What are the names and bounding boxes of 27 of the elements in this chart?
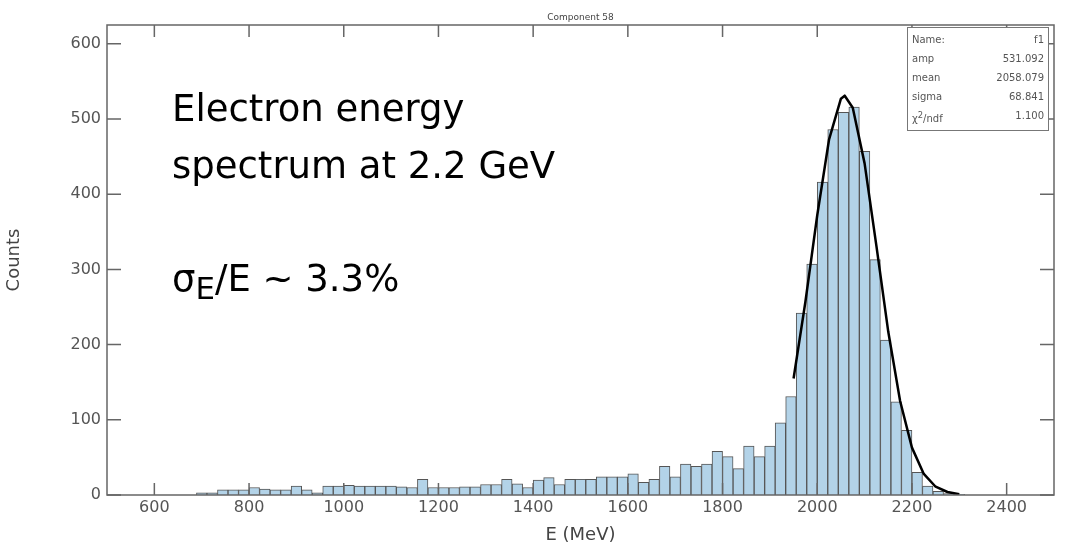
y-axis-title: Counts [2,228,24,292]
text: Name: f1 [912,34,1044,45]
y-tick-label: 500 [70,108,101,128]
x-tick-label: 2200 [891,496,933,516]
x-axis-title: E (MeV) [545,522,616,544]
x-tick-label: 1200 [418,496,459,516]
text: amp 531.092 [912,53,1044,64]
x-tick-label: 1800 [702,496,743,516]
chart-title: Component 58 [547,11,615,22]
x-tick-label: 1600 [607,496,649,516]
x-tick-label: 2000 [796,496,838,516]
x-tick-label: 2400 [986,496,1028,516]
x-tick-label: 1000 [323,496,365,516]
y-tick-label: 100 [70,408,101,428]
y-tick-label: 0 [90,484,101,504]
y-tick-label: 300 [70,258,101,278]
text: sigma 68.841 [912,91,1044,102]
y-tick-label: 200 [70,333,101,353]
y-tick-label: 400 [70,183,101,203]
annotation: σ$_{E}$/E ~ 3.3% [172,256,400,309]
x-tick-label: 800 [233,496,265,516]
y-tick-label: 600 [70,32,101,52]
x-tick-label: 600 [139,496,170,516]
text: χ$^{2}$/ndf 1.100 [912,110,1044,125]
annotation: Electron energy spectrum at 2.2 GeV [172,86,557,189]
text: mean 2058.079 [912,72,1044,83]
x-tick-label: 1400 [512,496,554,516]
